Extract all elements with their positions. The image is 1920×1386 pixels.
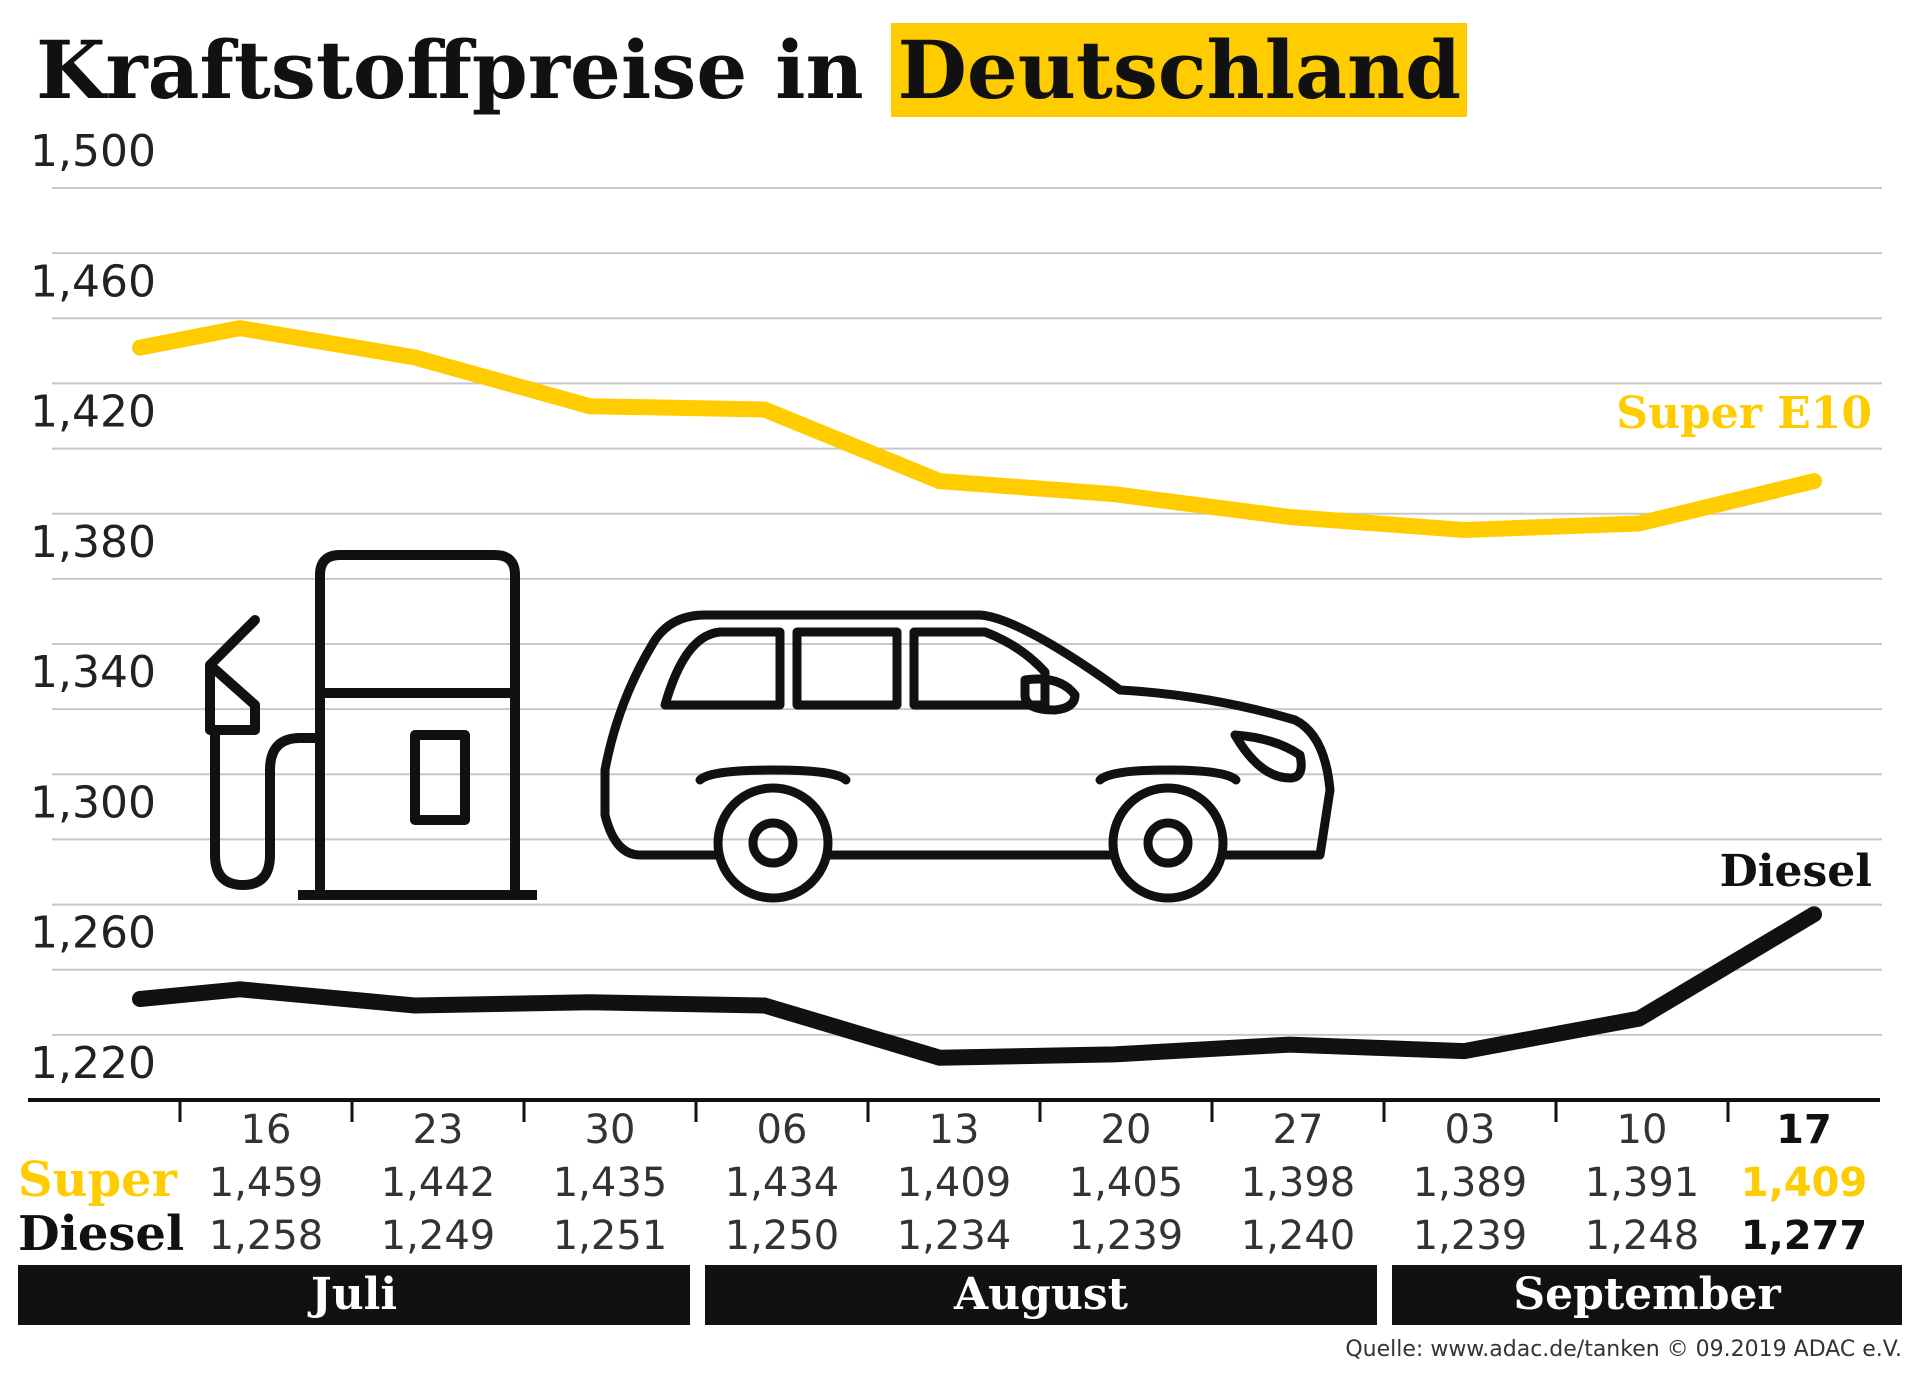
car-icon xyxy=(600,610,1335,903)
y-tick-label: 1,260 xyxy=(30,908,156,959)
super-price-cell: 1,409 xyxy=(1740,1160,1868,1206)
y-tick-label: 1,500 xyxy=(30,126,156,177)
date-label: 23 xyxy=(412,1107,464,1153)
date-label: 13 xyxy=(928,1107,980,1153)
series-layer xyxy=(132,320,1822,1066)
super-e10-data-point xyxy=(133,340,147,355)
diesel-price-cell: 1,249 xyxy=(380,1213,496,1259)
diesel-series-label: Diesel xyxy=(1720,846,1872,897)
super-e10-data-point xyxy=(1282,509,1297,524)
y-axis-ticks: 1,500 1,460 1,420 1,380 1,340 1,300 1,260 1,220 xyxy=(30,126,156,1089)
diesel-series-line xyxy=(132,906,1822,1066)
date-label: 30 xyxy=(584,1107,636,1153)
super-price-cell: 1,435 xyxy=(552,1160,668,1206)
super-e10-data-point xyxy=(932,474,947,489)
diesel-data-point xyxy=(1282,1037,1297,1052)
super-e10-data-point xyxy=(407,350,422,365)
diesel-data-point xyxy=(232,982,247,997)
y-tick-label: 1,380 xyxy=(30,517,156,568)
super-price-cell: 1,389 xyxy=(1412,1160,1528,1206)
diesel-price-cell: 1,250 xyxy=(724,1213,840,1259)
diesel-price-cell: 1,277 xyxy=(1740,1213,1868,1259)
super-e10-data-point xyxy=(757,402,772,417)
diesel-price-cell: 1,258 xyxy=(208,1213,324,1259)
y-tick-label: 1,420 xyxy=(30,387,156,438)
date-label: 27 xyxy=(1272,1107,1324,1153)
diesel-data-point xyxy=(407,998,422,1013)
diesel-price-cell: 1,239 xyxy=(1068,1213,1184,1259)
diesel-price-cell: 1,251 xyxy=(552,1213,668,1259)
super-e10-data-point xyxy=(232,321,247,336)
month-bar-september: September xyxy=(1392,1265,1902,1325)
super-series-label: Super E10 xyxy=(1616,388,1872,439)
y-tick-label: 1,340 xyxy=(30,647,156,698)
super-price-cell: 1,442 xyxy=(380,1160,496,1206)
date-label: 16 xyxy=(240,1107,292,1153)
super-row-label: Super xyxy=(18,1152,177,1208)
diesel-data-point xyxy=(582,995,597,1010)
diesel-data-point xyxy=(1107,1047,1122,1062)
date-label: 03 xyxy=(1444,1107,1496,1153)
super-e10-data-point xyxy=(582,399,597,414)
diesel-data-point xyxy=(1632,1011,1647,1026)
y-tick-label: 1,300 xyxy=(30,777,156,828)
date-label: 20 xyxy=(1100,1107,1152,1153)
diesel-data-point xyxy=(932,1050,947,1065)
chart-title: Kraftstoffpreise in Deutschland xyxy=(36,20,1468,120)
y-tick-label: 1,220 xyxy=(30,1038,156,1089)
x-axis xyxy=(28,1098,1880,1122)
super-e10-data-point xyxy=(1457,523,1472,537)
super-price-cell: 1,391 xyxy=(1584,1160,1700,1206)
super-price-cell: 1,398 xyxy=(1240,1160,1356,1206)
diesel-data-point xyxy=(757,998,772,1013)
super-price-cell: 1,409 xyxy=(896,1160,1012,1206)
diesel-row-label: Diesel xyxy=(18,1206,185,1262)
diesel-data-point xyxy=(1457,1044,1472,1059)
super-e10-data-point xyxy=(1632,516,1647,531)
super-price-cell: 1,459 xyxy=(208,1160,324,1206)
diesel-data-point xyxy=(133,992,147,1007)
diesel-price-cell: 1,240 xyxy=(1240,1213,1356,1259)
diesel-price-cell: 1,239 xyxy=(1412,1213,1528,1259)
date-label: 10 xyxy=(1616,1107,1668,1153)
date-label: 17 xyxy=(1776,1107,1832,1153)
super-e10-series-line xyxy=(132,320,1822,538)
super-e10-data-point xyxy=(1107,487,1122,502)
diesel-price-cell: 1,248 xyxy=(1584,1213,1700,1259)
source-note: Quelle: www.adac.de/tanken © 09.2019 ADA… xyxy=(1345,1337,1902,1362)
date-label: 06 xyxy=(756,1107,808,1153)
fuel-pump-icon xyxy=(205,550,537,900)
super-e10-data-point xyxy=(1807,474,1821,489)
month-bar-july: Juli xyxy=(18,1265,690,1325)
y-tick-label: 1,460 xyxy=(30,256,156,307)
diesel-price-cell: 1,234 xyxy=(896,1213,1012,1259)
super-price-cell: 1,434 xyxy=(724,1160,840,1206)
diesel-data-point xyxy=(1807,907,1821,922)
month-bar-august: August xyxy=(705,1265,1377,1325)
super-price-cell: 1,405 xyxy=(1068,1160,1184,1206)
title-prefix: Kraftstoffpreise in xyxy=(36,23,864,117)
title-highlight: Deutschland xyxy=(891,23,1468,117)
